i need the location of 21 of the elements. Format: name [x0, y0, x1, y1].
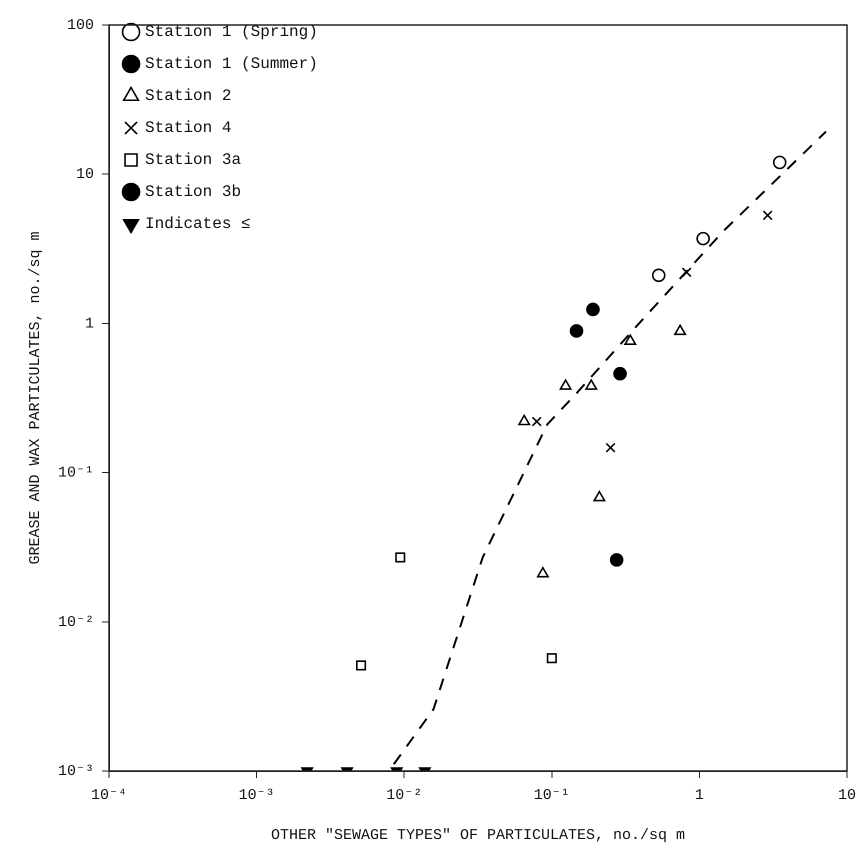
- x-axis-title: OTHER "SEWAGE TYPES" OF PARTICULATES, no./sq m: [270, 826, 686, 844]
- legend-label: Station 2: [145, 87, 232, 106]
- legend-label: Station 1 (Spring): [145, 23, 318, 42]
- legend-label: Station 1 (Summer): [145, 55, 318, 74]
- x-tick-label: 10: [838, 786, 856, 804]
- legend-label: Station 4: [145, 119, 232, 138]
- x-tick-label: 10⁻¹: [534, 786, 570, 804]
- x-tick-label: 1: [694, 786, 704, 804]
- y-axis-title: GREASE AND WAX PARTICULATES, no./sq m: [26, 231, 44, 565]
- x-tick-label: 10⁻²: [386, 786, 422, 804]
- legend-label: Station 3a: [145, 151, 242, 170]
- y-tick-label: 10: [76, 166, 94, 184]
- y-tick-label: 10⁻¹: [58, 464, 94, 482]
- y-tick-label: 10⁻²: [58, 614, 94, 631]
- y-tick-label: 10⁻³: [58, 762, 94, 780]
- y-tick-label: 100: [67, 16, 94, 34]
- y-tick-label: 1: [85, 315, 94, 332]
- x-tick-label: 10⁻³: [238, 786, 275, 804]
- legend-label: Indicates ≤: [145, 215, 251, 234]
- legend-label: Station 3b: [145, 183, 242, 202]
- x-tick-label: 10⁻⁴: [91, 786, 128, 804]
